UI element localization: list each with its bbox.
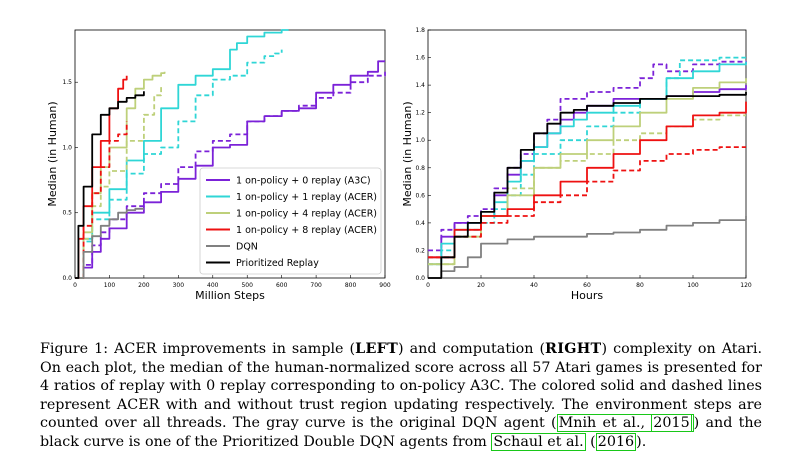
left-ytick-label: 1.0 [62, 144, 72, 151]
legend-label: 1 on-policy + 8 replay (ACER) [236, 225, 377, 236]
right-xtick-label: 20 [477, 282, 485, 289]
legend-label: 1 on-policy + 4 replay (ACER) [236, 209, 377, 220]
right-ytick-label: 0.4 [415, 220, 425, 227]
right-xlabel: Hours [571, 289, 603, 302]
right-ytick-label: 0.8 [415, 165, 425, 172]
caption-right-label: RIGHT [545, 341, 602, 357]
legend-label: DQN [236, 242, 258, 253]
citation-mnih-separator: , [640, 415, 652, 432]
left-series-acer-1-replay-trust-region [75, 49, 283, 279]
right-xtick-label: 0 [426, 282, 430, 289]
caption-text-5: ). [636, 433, 647, 450]
legend-label: 1 on-policy + 1 replay (ACER) [236, 192, 377, 203]
left-xtick-label: 300 [173, 282, 185, 289]
left-series-dqn [75, 207, 144, 279]
right-ytick-label: 1.4 [415, 82, 425, 89]
left-chart: 0 100 200 300 400 500 600 700 800 900 0.0 0.5 1.0 1.5… [46, 29, 391, 302]
left-lines [75, 29, 386, 279]
left-xtick-label: 700 [310, 282, 322, 289]
right-xtick-label: 40 [530, 282, 538, 289]
caption-text-2: ) and computation ( [398, 341, 546, 357]
citation-mnih-link[interactable]: Mnih et al., 2015 [556, 414, 694, 433]
left-ticks: 0 100 200 300 400 500 600 700 800 900 0.0 0.5 1.0 1.5 [62, 79, 390, 289]
right-series-a3c-trust-region [428, 60, 747, 252]
left-ytick-label: 0.0 [62, 275, 72, 282]
right-xtick-label: 100 [687, 282, 699, 289]
left-ylabel: Median (in Human) [46, 101, 59, 206]
right-xtick-label: 80 [636, 282, 644, 289]
left-series-prioritized-replay [75, 91, 145, 279]
legend: 1 on-policy + 0 replay (A3C) 1 on-policy … [199, 167, 382, 275]
left-series-acer-8-replay [75, 75, 128, 279]
citation-schaul-open: ( [585, 433, 596, 450]
left-series-a3c-trust-region [75, 71, 386, 279]
figure-caption: Figure 1: ACER improvements in sample (L… [40, 340, 762, 452]
caption-text-3: ) complexity on Atari. On each plot, the… [40, 341, 763, 432]
legend-label: 1 on-policy + 0 replay (A3C) [236, 176, 371, 187]
right-ytick-label: 0.6 [415, 192, 425, 199]
right-series-acer-1-replay-trust-region [428, 56, 746, 266]
citation-schaul-year[interactable]: 2016 [595, 432, 637, 451]
right-ytick-label: 1.2 [415, 110, 425, 117]
left-xlabel: Million Steps [195, 289, 265, 302]
citation-mnih-authors: Mnih et al. [558, 415, 641, 432]
figure: 0 100 200 300 400 500 600 700 800 9000.00.51.01.5… [46, 27, 752, 302]
left-xtick-label: 400 [207, 282, 219, 289]
right-xtick-label: 120 [740, 282, 752, 289]
right-series-acer-8-replay-trust-region [428, 146, 746, 259]
caption-text-1: Figure 1: ACER improvements in sample ( [40, 341, 356, 357]
right-xtick-label: 60 [583, 282, 591, 289]
right-chart: 0 20 40 60 80 100 120 0.0 0.2 0.4 0.6 0.8 1.0 1.2 1.4 1… [401, 27, 752, 302]
left-ytick-label: 1.5 [62, 79, 72, 86]
left-ytick-label: 0.5 [62, 210, 72, 217]
left-xtick-label: 500 [241, 282, 253, 289]
right-ytick-label: 1.8 [415, 27, 425, 34]
left-series-acer-4-replay-trust-region [75, 84, 162, 279]
right-series-prioritized-replay [428, 92, 747, 279]
citation-mnih-year[interactable]: 2015 [651, 414, 692, 433]
right-ytick-label: 1.0 [415, 137, 425, 144]
caption-paragraph: Figure 1: ACER improvements in sample (L… [40, 340, 762, 452]
caption-text-4: ) and the black curve is one of the Prio… [40, 415, 762, 450]
legend-label: Prioritized Replay [236, 258, 319, 269]
left-series-acer-4-replay [75, 71, 166, 279]
citation-schaul-link[interactable]: Schaul et al. [491, 432, 586, 451]
left-xtick-label: 0 [73, 282, 77, 289]
legend-frame [199, 167, 382, 275]
right-ylabel: Median (in Human) [401, 101, 414, 206]
left-xtick-label: 600 [276, 282, 288, 289]
right-ticks: 0 20 40 60 80 100 120 0.0 0.2 0.4 0.6 0.8 1.0 1.2 1.4 1… [415, 27, 751, 289]
left-xtick-label: 800 [345, 282, 357, 289]
right-ytick-label: 1.6 [415, 55, 425, 62]
left-xtick-label: 200 [138, 282, 150, 289]
right-series-dqn [428, 216, 747, 279]
caption-left-label: LEFT [355, 341, 399, 357]
right-lines [428, 56, 747, 279]
left-series-a3c [75, 60, 385, 279]
left-plot-frame [74, 29, 386, 279]
right-ytick-label: 0.0 [415, 275, 425, 282]
left-series-acer-1-replay [75, 29, 289, 279]
right-ytick-label: 0.2 [415, 247, 425, 254]
left-xtick-label: 900 [379, 282, 391, 289]
left-xtick-label: 100 [104, 282, 116, 289]
